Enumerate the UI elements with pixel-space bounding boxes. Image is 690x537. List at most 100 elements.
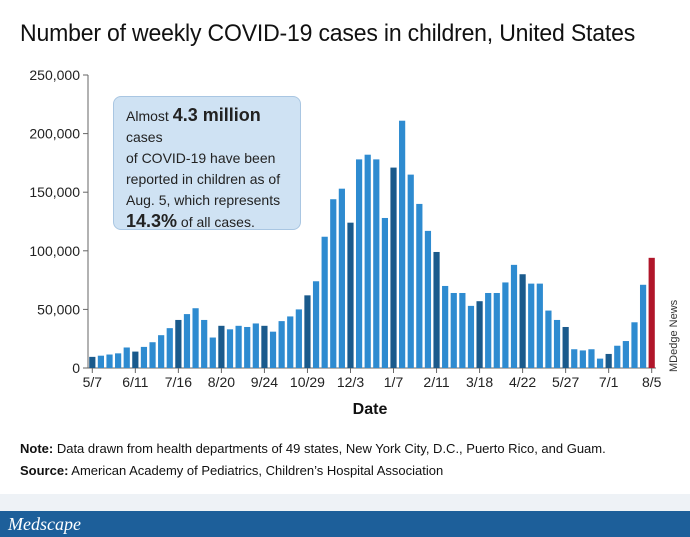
bar [536, 283, 543, 368]
x-tick-label: 10/29 [290, 374, 325, 390]
callout-text-1a: Almost [126, 108, 173, 124]
note-label: Note: [20, 441, 54, 456]
bar [355, 159, 363, 368]
axes [83, 74, 656, 373]
callout-text-4: Aug. 5, which represents [126, 192, 281, 208]
callout-text-5: of all cases. [177, 214, 255, 230]
bar [502, 282, 509, 368]
x-tick-label: 7/1 [599, 374, 619, 390]
x-tick-label: 12/3 [337, 374, 364, 390]
bar [588, 349, 595, 368]
y-tick-label: 50,000 [37, 301, 80, 317]
footer-band [0, 494, 690, 511]
note-line: Note: Data drawn from health departments… [20, 438, 606, 460]
bar [226, 329, 234, 368]
bar [407, 174, 414, 368]
bar [545, 310, 552, 368]
callout-box: Almost 4.3 million cases of COVID-19 hav… [113, 96, 301, 231]
bar [269, 331, 277, 368]
bar [459, 292, 466, 368]
bar [373, 159, 380, 368]
bar [485, 292, 492, 368]
bar [476, 301, 483, 368]
tick-labels: 0 50,000 100,000 150,000 200,000 250,000 5/7 6/… [29, 67, 661, 390]
bar [132, 351, 139, 368]
bar [631, 322, 638, 368]
bar [596, 358, 604, 368]
bar [433, 251, 440, 368]
bar [648, 257, 655, 368]
x-tick-label: 8/5 [642, 374, 662, 390]
bar [622, 341, 629, 368]
bar [89, 356, 96, 368]
bar [416, 203, 423, 368]
bar [639, 284, 647, 368]
bar [175, 319, 182, 368]
bar [467, 305, 475, 368]
x-tick-label: 1/7 [384, 374, 404, 390]
bar [158, 335, 165, 368]
bar [614, 345, 621, 368]
bar [424, 230, 432, 368]
source-label: Source: [20, 463, 69, 478]
bar [304, 295, 311, 368]
bar [235, 325, 242, 368]
bar [201, 319, 208, 368]
y-tick-label: 0 [72, 360, 80, 376]
bar [347, 222, 354, 368]
bar [312, 281, 320, 368]
bar [605, 353, 612, 368]
side-credit: MDedge News [668, 299, 680, 372]
y-tick-label: 100,000 [29, 243, 80, 259]
bar [97, 355, 105, 368]
medscape-logo[interactable]: Medscape [8, 514, 81, 534]
y-tick-label: 250,000 [29, 67, 80, 83]
callout-highlight-percent: 14.3% [126, 211, 178, 231]
bars [89, 120, 655, 369]
x-tick-label: 5/27 [552, 374, 579, 390]
y-tick-label: 150,000 [29, 184, 80, 200]
bar [571, 349, 578, 368]
x-tick-label: 4/22 [509, 374, 536, 390]
bar [209, 337, 216, 368]
footer: Medscape [0, 511, 690, 537]
bar [244, 326, 251, 368]
bar [278, 321, 285, 368]
bar [106, 354, 113, 368]
callout-text-2: of COVID-19 have been [126, 150, 276, 166]
x-tick-label: 7/16 [165, 374, 192, 390]
note-text: Data drawn from health departments of 49… [53, 441, 606, 456]
bar [442, 285, 449, 368]
bar [493, 292, 500, 368]
bar [330, 199, 337, 368]
chart-title: Number of weekly COVID-19 cases in child… [20, 20, 636, 47]
bar [252, 323, 259, 368]
bar [115, 353, 122, 368]
bar [519, 274, 526, 368]
bar [140, 346, 148, 368]
bar-chart: 0 50,000 100,000 150,000 200,000 250,000 5/7 6/… [29, 67, 661, 418]
callout-text-1b: cases [126, 129, 163, 145]
bar [450, 292, 457, 368]
bar [399, 120, 406, 369]
bar [192, 308, 199, 368]
bar [123, 347, 130, 368]
bar [390, 167, 397, 368]
bar [381, 217, 389, 368]
bar [553, 319, 561, 368]
bar [287, 316, 294, 368]
bar [528, 283, 535, 368]
bar [562, 326, 569, 368]
callout-highlight-total: 4.3 million [172, 105, 261, 125]
bar [321, 236, 328, 368]
bar [183, 314, 191, 368]
bar [295, 309, 302, 368]
x-tick-label: 5/7 [83, 374, 103, 390]
x-axis-label: Date [353, 401, 388, 418]
bar [510, 264, 518, 368]
bar [364, 154, 371, 368]
bar [338, 188, 345, 368]
x-tick-label: 2/11 [423, 374, 449, 390]
x-tick-label: 8/20 [208, 374, 235, 390]
x-tick-label: 6/11 [122, 374, 148, 390]
